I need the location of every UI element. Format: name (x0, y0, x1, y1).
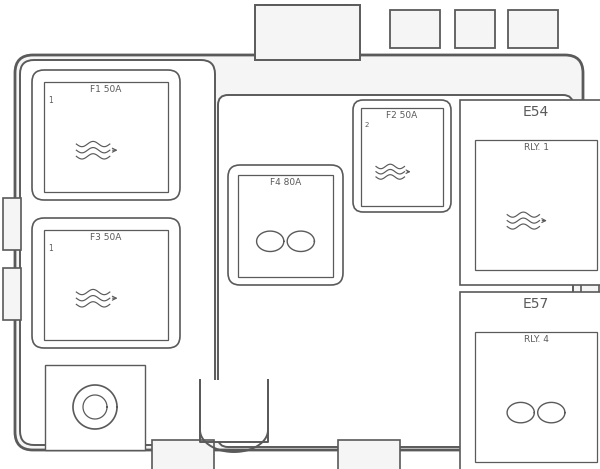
Text: F4 80A: F4 80A (270, 178, 301, 187)
Text: F3 50A: F3 50A (91, 233, 122, 242)
Text: 2: 2 (365, 122, 370, 128)
FancyBboxPatch shape (582, 317, 596, 361)
Text: F2 50A: F2 50A (386, 111, 418, 120)
Bar (455, 10, 495, 48)
FancyBboxPatch shape (228, 165, 343, 285)
Bar (460, 292, 600, 469)
Bar (361, 108, 443, 206)
Text: 1: 1 (48, 96, 53, 105)
FancyBboxPatch shape (5, 270, 19, 318)
Bar (460, 100, 600, 285)
Text: E57: E57 (523, 297, 549, 311)
Text: RLY. 1: RLY. 1 (523, 143, 548, 152)
Bar (3, 198, 21, 250)
Bar (338, 440, 400, 469)
Bar (200, 380, 268, 442)
Bar (238, 175, 333, 277)
Bar (581, 315, 599, 363)
Bar (475, 140, 597, 270)
FancyBboxPatch shape (353, 100, 451, 212)
FancyBboxPatch shape (510, 12, 556, 44)
FancyBboxPatch shape (258, 5, 356, 55)
Bar (152, 440, 214, 469)
FancyBboxPatch shape (32, 70, 180, 200)
Bar (581, 250, 599, 298)
Bar (475, 332, 597, 462)
Bar (508, 10, 558, 48)
FancyBboxPatch shape (154, 441, 212, 469)
Bar (44, 82, 168, 192)
FancyBboxPatch shape (392, 12, 438, 44)
FancyBboxPatch shape (218, 95, 573, 447)
Bar (390, 10, 440, 48)
Bar (45, 365, 145, 450)
Bar (3, 268, 21, 320)
FancyBboxPatch shape (20, 60, 215, 445)
FancyBboxPatch shape (457, 12, 493, 44)
FancyBboxPatch shape (5, 200, 19, 248)
Bar (44, 230, 168, 340)
FancyBboxPatch shape (15, 55, 583, 450)
Text: RLY. 4: RLY. 4 (524, 335, 548, 344)
Text: 1: 1 (48, 244, 53, 253)
FancyBboxPatch shape (340, 441, 398, 469)
Bar (581, 185, 599, 233)
Text: F1 50A: F1 50A (91, 85, 122, 94)
FancyBboxPatch shape (32, 218, 180, 348)
FancyBboxPatch shape (582, 252, 596, 296)
Bar (255, 5, 360, 60)
Text: E54: E54 (523, 105, 549, 119)
FancyBboxPatch shape (582, 187, 596, 231)
